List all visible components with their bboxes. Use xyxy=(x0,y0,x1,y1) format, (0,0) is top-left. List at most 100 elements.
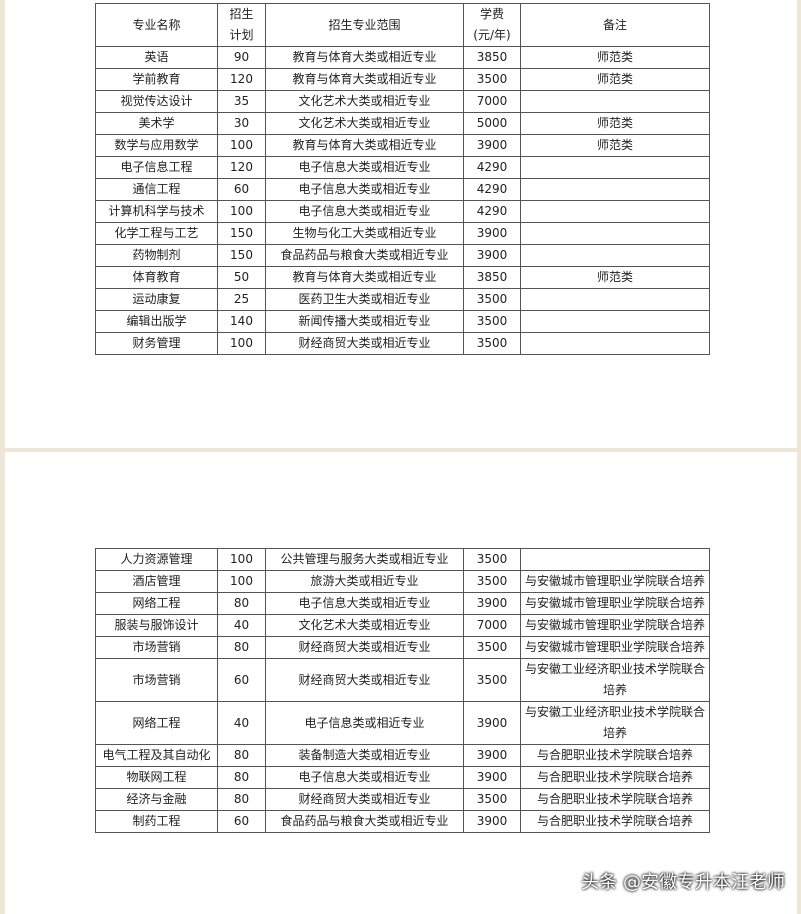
cell: 财务管理 xyxy=(95,332,218,355)
cell: 市场营销 xyxy=(95,636,218,659)
row: 电子信息工程 120 电子信息大类或相近专业 4290 xyxy=(95,156,710,179)
cell: 与安徽工业经济职业技术学院联合培养 xyxy=(520,701,710,745)
cell: 3500 xyxy=(463,68,521,91)
cell: 与安徽城市管理职业学院联合培养 xyxy=(520,636,710,659)
cell: 专业名称 xyxy=(95,3,218,47)
cell: 100 xyxy=(217,570,266,593)
cell: 生物与化工大类或相近专业 xyxy=(265,222,464,245)
cell: 网络工程 xyxy=(95,701,218,745)
cell: 3500 xyxy=(463,658,521,702)
cell: 与合肥职业技术学院联合培养 xyxy=(520,810,710,833)
cell: 35 xyxy=(217,90,266,113)
cell: 3500 xyxy=(463,788,521,811)
cell: 文化艺术大类或相近专业 xyxy=(265,90,464,113)
cell: 3900 xyxy=(463,592,521,615)
cell: 装备制造大类或相近专业 xyxy=(265,744,464,767)
cell: 计算机科学与技术 xyxy=(95,200,218,223)
table: 专业名称 招生 计划 招生专业范围 学费 (元/年) 备注 英语 90 教育与体育大类或相近专… xyxy=(95,3,710,355)
header-row: 专业名称 招生 计划 招生专业范围 学费 (元/年) 备注 xyxy=(95,3,710,47)
cell: 新闻传播大类或相近专业 xyxy=(265,310,464,333)
cell: 3900 xyxy=(463,744,521,767)
cell: 学费 (元/年) xyxy=(463,3,521,47)
cell: 制药工程 xyxy=(95,810,218,833)
cell: 100 xyxy=(217,134,266,157)
cell: 财经商贸大类或相近专业 xyxy=(265,636,464,659)
cell: 电子信息大类或相近专业 xyxy=(265,766,464,789)
cell: 学前教育 xyxy=(95,68,218,91)
cell: 120 xyxy=(217,156,266,179)
cell: 3500 xyxy=(463,636,521,659)
row: 制药工程 60 食品药品与粮食大类或相近专业 3900 与合肥职业技术学院联合培养 xyxy=(95,810,710,833)
cell: 运动康复 xyxy=(95,288,218,311)
row: 酒店管理 100 旅游大类或相近专业 3500 与安徽城市管理职业学院联合培养 xyxy=(95,570,710,593)
page: 人力资源管理 100 公共管理与服务大类或相近专业 3500 酒店管理 100 旅游大类或相… xyxy=(5,452,797,914)
cell: 师范类 xyxy=(520,46,710,69)
cell: 食品药品与粮食大类或相近专业 xyxy=(265,810,464,833)
cell: 教育与体育大类或相近专业 xyxy=(265,68,464,91)
cell: 教育与体育大类或相近专业 xyxy=(265,46,464,69)
cell: 3500 xyxy=(463,332,521,355)
cell: 4290 xyxy=(463,200,521,223)
cell: 财经商贸大类或相近专业 xyxy=(265,788,464,811)
row: 体育教育 50 教育与体育大类或相近专业 3850 师范类 xyxy=(95,266,710,289)
cell: 电子信息大类或相近专业 xyxy=(265,200,464,223)
cell xyxy=(520,244,710,267)
cell: 电气工程及其自动化 xyxy=(95,744,218,767)
cell: 40 xyxy=(217,614,266,637)
cell: 80 xyxy=(217,766,266,789)
cell: 100 xyxy=(217,332,266,355)
cell: 电子信息大类或相近专业 xyxy=(265,592,464,615)
cell: 与合肥职业技术学院联合培养 xyxy=(520,744,710,767)
row: 经济与金融 80 财经商贸大类或相近专业 3500 与合肥职业技术学院联合培养 xyxy=(95,788,710,811)
cell: 80 xyxy=(217,592,266,615)
row: 学前教育 120 教育与体育大类或相近专业 3500 师范类 xyxy=(95,68,710,91)
cell: 与安徽工业经济职业技术学院联合培养 xyxy=(520,658,710,702)
cell: 5000 xyxy=(463,112,521,135)
cell: 招生 计划 xyxy=(217,3,266,47)
cell: 3900 xyxy=(463,222,521,245)
row: 电气工程及其自动化 80 装备制造大类或相近专业 3900 与合肥职业技术学院联合培养 xyxy=(95,744,710,767)
row: 英语 90 教育与体育大类或相近专业 3850 师范类 xyxy=(95,46,710,69)
cell: 通信工程 xyxy=(95,178,218,201)
cell: 3500 xyxy=(463,548,521,571)
cell: 酒店管理 xyxy=(95,570,218,593)
cell: 师范类 xyxy=(520,112,710,135)
cell: 财经商贸大类或相近专业 xyxy=(265,332,464,355)
row: 市场营销 80 财经商贸大类或相近专业 3500 与安徽城市管理职业学院联合培养 xyxy=(95,636,710,659)
cell: 与安徽城市管理职业学院联合培养 xyxy=(520,614,710,637)
cell: 与合肥职业技术学院联合培养 xyxy=(520,788,710,811)
watermark: 头条 @安徽专升本汪老师 xyxy=(581,872,785,893)
cell: 3500 xyxy=(463,570,521,593)
cell: 与安徽城市管理职业学院联合培养 xyxy=(520,570,710,593)
cell: 文化艺术大类或相近专业 xyxy=(265,112,464,135)
cell: 80 xyxy=(217,636,266,659)
cell: 财经商贸大类或相近专业 xyxy=(265,658,464,702)
cell: 3900 xyxy=(463,244,521,267)
cell: 药物制剂 xyxy=(95,244,218,267)
cell: 60 xyxy=(217,658,266,702)
cell: 食品药品与粮食大类或相近专业 xyxy=(265,244,464,267)
cell xyxy=(520,310,710,333)
cell: 教育与体育大类或相近专业 xyxy=(265,266,464,289)
cell: 80 xyxy=(217,744,266,767)
cell: 美术学 xyxy=(95,112,218,135)
cell: 旅游大类或相近专业 xyxy=(265,570,464,593)
cell: 经济与金融 xyxy=(95,788,218,811)
cell: 3900 xyxy=(463,810,521,833)
cell: 师范类 xyxy=(520,266,710,289)
cell xyxy=(520,222,710,245)
cell: 3500 xyxy=(463,310,521,333)
cell: 50 xyxy=(217,266,266,289)
cell xyxy=(520,178,710,201)
cell xyxy=(520,548,710,571)
cell: 60 xyxy=(217,178,266,201)
cell: 网络工程 xyxy=(95,592,218,615)
cell xyxy=(520,156,710,179)
cell xyxy=(520,200,710,223)
cell: 电子信息工程 xyxy=(95,156,218,179)
row: 物联网工程 80 电子信息大类或相近专业 3900 与合肥职业技术学院联合培养 xyxy=(95,766,710,789)
row: 美术学 30 文化艺术大类或相近专业 5000 师范类 xyxy=(95,112,710,135)
cell: 物联网工程 xyxy=(95,766,218,789)
cell: 师范类 xyxy=(520,134,710,157)
row: 网络工程 80 电子信息大类或相近专业 3900 与安徽城市管理职业学院联合培养 xyxy=(95,592,710,615)
